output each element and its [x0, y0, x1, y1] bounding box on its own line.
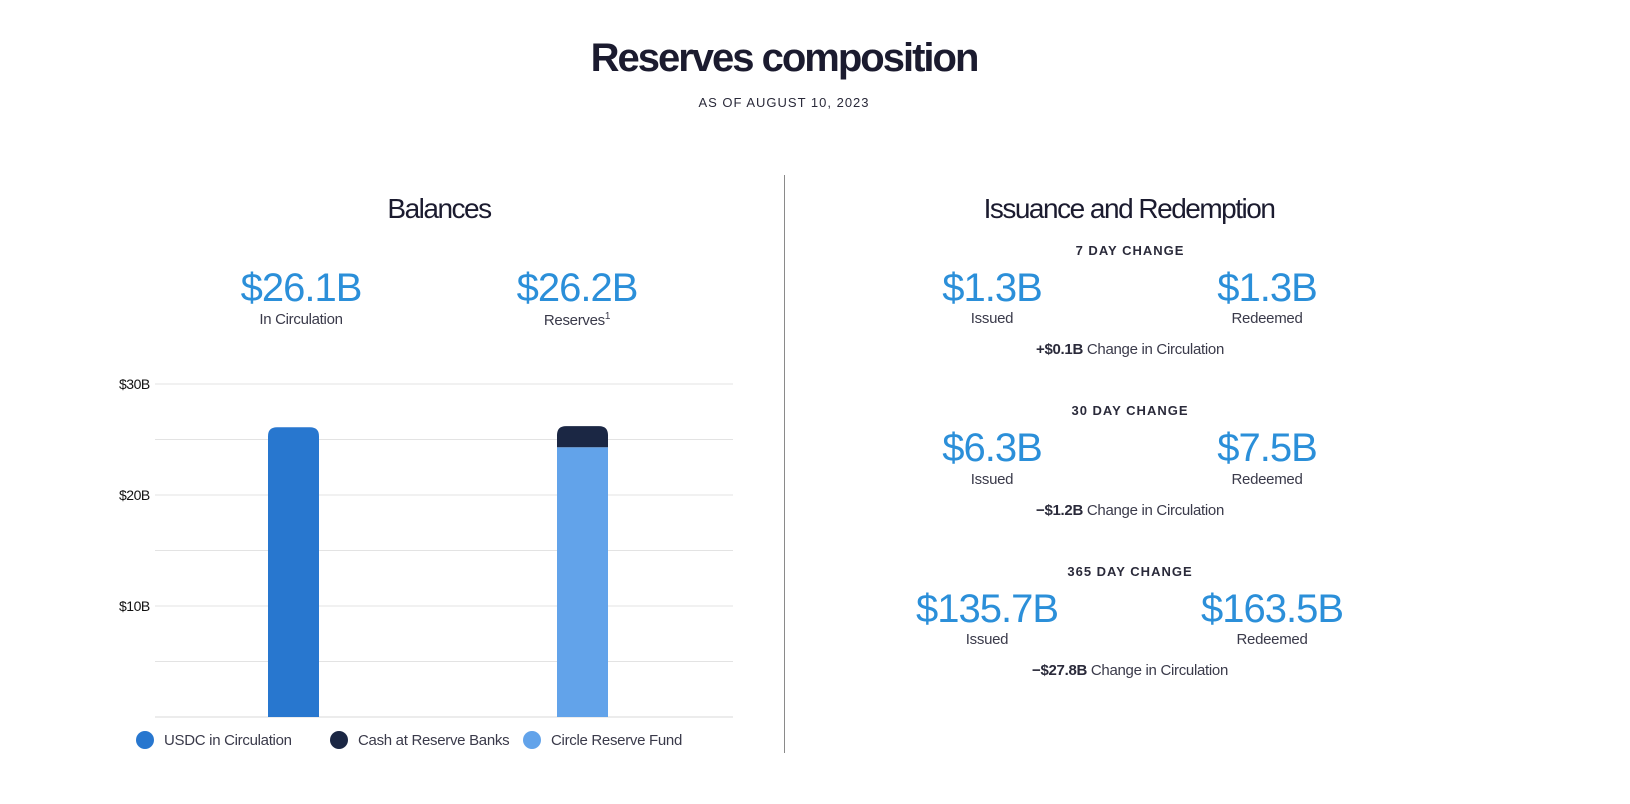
legend-swatch-fund: [523, 731, 541, 749]
redeemed-value-7-day: $1.3B: [1217, 266, 1318, 310]
bar-usdc-in-circulation: [268, 427, 319, 717]
reserves-footnote-marker[interactable]: 1: [604, 311, 611, 322]
change-value-7-day: +$0.1B: [1036, 341, 1083, 358]
in-circulation-label: In Circulation: [259, 311, 343, 328]
change-label-7-day: Change in Circulation: [1086, 341, 1224, 358]
issued-label-7-day: Issued: [970, 310, 1014, 327]
issuance-title: Issuance and Redemption: [983, 193, 1276, 224]
redeemed-label-365-day: Redeemed: [1236, 631, 1308, 648]
period-heading-30-day: 30 DAY CHANGE: [1071, 403, 1189, 418]
page-subtitle: AS OF AUGUST 10, 2023: [698, 95, 870, 110]
issued-value-30-day: $6.3B: [942, 426, 1043, 470]
redeemed-value-30-day: $7.5B: [1217, 426, 1318, 470]
legend-label-usdc: USDC in Circulation: [164, 731, 292, 749]
reserves-label: Reserves: [543, 312, 605, 329]
redeemed-label-7-day: Redeemed: [1231, 310, 1303, 327]
issued-label-365-day: Issued: [965, 631, 1009, 648]
legend-swatch-cash: [330, 731, 348, 749]
change-in-circulation-365-day: −$27.8B Change in Circulation: [930, 662, 1330, 679]
section-divider: [784, 175, 785, 753]
bar-circle-reserve-fund: [557, 447, 608, 717]
issued-label-30-day: Issued: [970, 471, 1014, 488]
balances-title: Balances: [387, 193, 492, 224]
issued-value-365-day: $135.7B: [915, 587, 1059, 631]
legend-label-cash: Cash at Reserve Banks: [358, 731, 510, 749]
y-tick-label: $30B: [119, 376, 150, 392]
period-heading-7-day: 7 DAY CHANGE: [1075, 243, 1185, 258]
change-label-365-day: Change in Circulation: [1090, 662, 1229, 679]
legend-label-fund: Circle Reserve Fund: [551, 731, 683, 749]
bar-cash-at-reserve-banks: [557, 426, 608, 448]
change-label-30-day: Change in Circulation: [1086, 502, 1224, 519]
redeemed-label-30-day: Redeemed: [1231, 471, 1303, 488]
page-title: Reserves composition: [590, 36, 980, 80]
change-value-365-day: −$27.8B: [1031, 662, 1088, 679]
period-heading-365-day: 365 DAY CHANGE: [1067, 564, 1193, 579]
in-circulation-value: $26.1B: [240, 266, 363, 310]
legend-item-usdc-in-circulation: USDC in Circulation: [136, 731, 292, 749]
reserves-value: $26.2B: [516, 266, 639, 310]
legend-item-cash-at-reserve-banks: Cash at Reserve Banks: [330, 731, 510, 749]
legend-item-circle-reserve-fund: Circle Reserve Fund: [523, 731, 682, 749]
redeemed-value-365-day: $163.5B: [1200, 587, 1344, 631]
change-in-circulation-7-day: +$0.1B Change in Circulation: [930, 341, 1330, 358]
issued-value-7-day: $1.3B: [942, 266, 1043, 310]
balances-bar-chart: $10B $20B $30B: [119, 376, 733, 718]
change-value-30-day: −$1.2B: [1036, 502, 1083, 519]
legend-swatch-usdc: [136, 731, 154, 749]
change-in-circulation-30-day: −$1.2B Change in Circulation: [930, 502, 1330, 519]
y-tick-label: $20B: [119, 487, 150, 503]
reserves-label-wrap: Reserves1: [477, 311, 677, 329]
y-tick-label: $10B: [119, 598, 150, 614]
